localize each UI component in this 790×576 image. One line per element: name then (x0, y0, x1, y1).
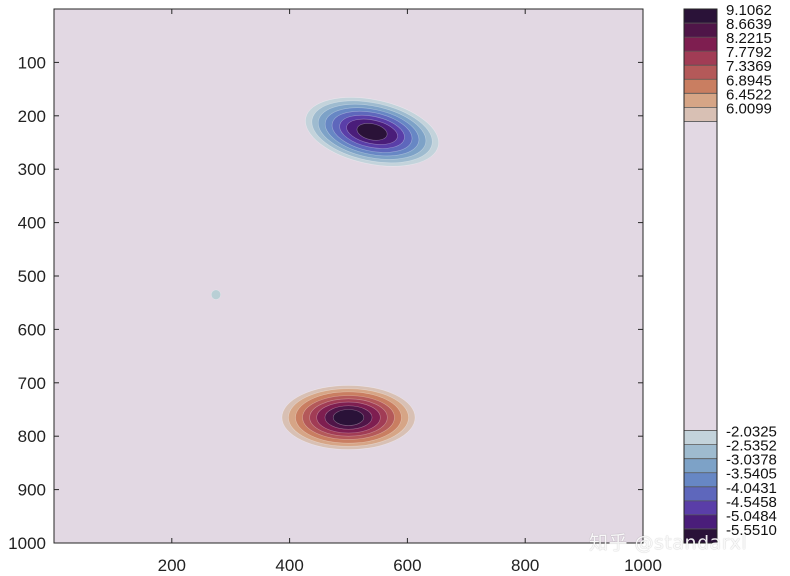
colorbar-segment-negative (684, 528, 717, 543)
y-tick-label: 800 (18, 427, 46, 446)
colorbar-segment-positive (684, 23, 717, 38)
colorbar-segment-negative (684, 500, 717, 515)
colorbar-label: 9.1062 (726, 2, 772, 19)
positive-peak-level-8 (332, 409, 365, 426)
colorbar-label: -4.0431 (726, 480, 777, 497)
y-tick-label: 500 (18, 267, 46, 286)
colorbar-segment-negative (684, 514, 717, 529)
x-axis: 200 400 600 800 1000 (158, 9, 662, 575)
plot-area-background (54, 9, 643, 543)
colorbar-segment-positive (684, 107, 717, 122)
colorbar-segment-negative (684, 486, 717, 501)
colorbar-label: -2.0325 (726, 424, 777, 441)
contour-features (210, 97, 439, 450)
colorbar-label: -2.5352 (726, 438, 777, 455)
colorbar-label: 6.4522 (726, 86, 772, 103)
colorbar-label: 7.3369 (726, 58, 772, 75)
x-tick-label: 200 (158, 556, 186, 575)
colorbar-segment-positive (684, 79, 717, 94)
colorbar-label: 6.0099 (726, 100, 772, 117)
colorbar-label: -5.5510 (726, 522, 777, 539)
y-tick-label: 400 (18, 214, 46, 233)
negative-well (305, 97, 439, 167)
x-tick-label: 800 (511, 556, 539, 575)
colorbar-segment-positive (684, 51, 717, 66)
colorbar: 9.10628.66398.22157.77927.33696.89456.45… (683, 2, 777, 544)
watermark: 知乎 @standarxl (589, 532, 748, 554)
colorbar-label: -5.0484 (726, 508, 777, 525)
colorbar-label: 7.7792 (726, 44, 772, 61)
colorbar-segment-negative (684, 472, 717, 487)
colorbar-label: 6.8945 (726, 72, 772, 89)
colorbar-label: -3.5405 (726, 466, 777, 483)
colorbar-label: 8.2215 (726, 30, 772, 47)
small-blip-level-1 (210, 289, 221, 300)
colorbar-segment-positive (684, 93, 717, 108)
y-tick-label: 900 (18, 481, 46, 500)
positive-peak (281, 385, 416, 450)
y-tick-label: 300 (18, 160, 46, 179)
y-axis: 100 200 300 400 500 600 700 800 900 1000 (8, 53, 643, 553)
colorbar-label: 8.6639 (726, 16, 772, 33)
colorbar-segment-negative (684, 458, 717, 473)
y-tick-label: 200 (18, 107, 46, 126)
y-tick-label: 100 (18, 53, 46, 72)
colorbar-label: -3.0378 (726, 452, 777, 469)
y-tick-label: 1000 (8, 534, 46, 553)
colorbar-frame (683, 8, 718, 544)
y-tick-label: 700 (18, 374, 46, 393)
negative-well-level-8 (356, 123, 388, 141)
colorbar-segment-positive (684, 65, 717, 80)
colorbar-label: -4.5458 (726, 494, 777, 511)
small-blip (210, 289, 221, 300)
colorbar-segment-negative (684, 430, 717, 445)
colorbar-segment-positive (684, 9, 717, 24)
colorbar-segment-positive (684, 37, 717, 52)
x-tick-label: 400 (275, 556, 303, 575)
y-tick-label: 600 (18, 320, 46, 339)
x-tick-label: 1000 (624, 556, 662, 575)
x-tick-label: 600 (393, 556, 421, 575)
colorbar-segment-negative (684, 444, 717, 459)
